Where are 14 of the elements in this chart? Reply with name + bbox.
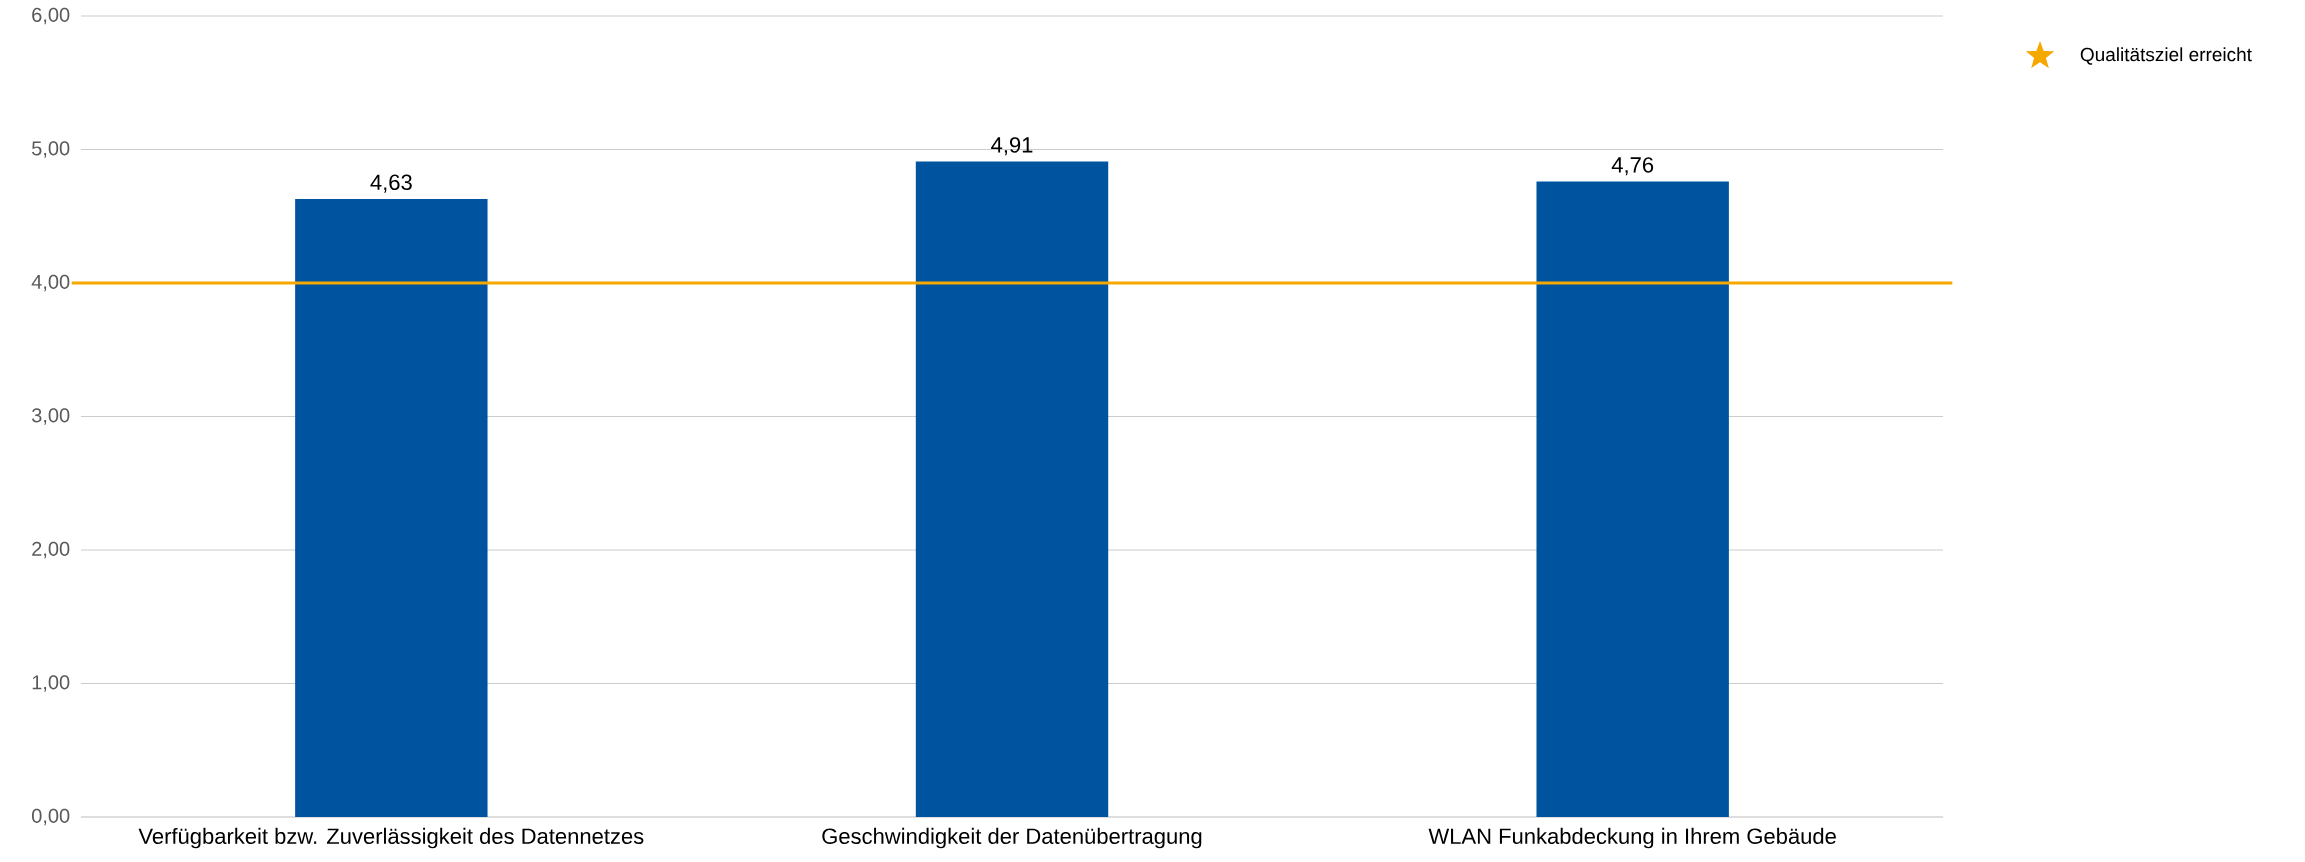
x-tick-label: WLAN Funkabdeckung in Ihrem Gebäude — [1428, 827, 1836, 849]
data-label: 4,91 — [991, 137, 1033, 156]
data-label: 4,63 — [370, 174, 412, 193]
y-tick-label: 5,00 — [32, 141, 70, 158]
y-tick-label: 2,00 — [32, 541, 70, 559]
y-tick-label: 3,00 — [31, 408, 70, 425]
data-label: 4,76 — [1611, 157, 1654, 176]
legend-label: Qualitätsziel erreicht — [2080, 47, 2252, 65]
y-tick-label: 0,00 — [31, 808, 70, 826]
y-tick-label: 4,00 — [31, 274, 70, 292]
x-tick-label: Geschwindigkeit der Datenübertragung — [822, 827, 1202, 849]
y-tick-label: 1,00 — [32, 675, 70, 692]
x-tick-label: Verfügbarkeit bzw. Zuverlässigkeit des Datennetzes — [138, 827, 644, 849]
y-tick-label: 6,00 — [32, 7, 70, 25]
